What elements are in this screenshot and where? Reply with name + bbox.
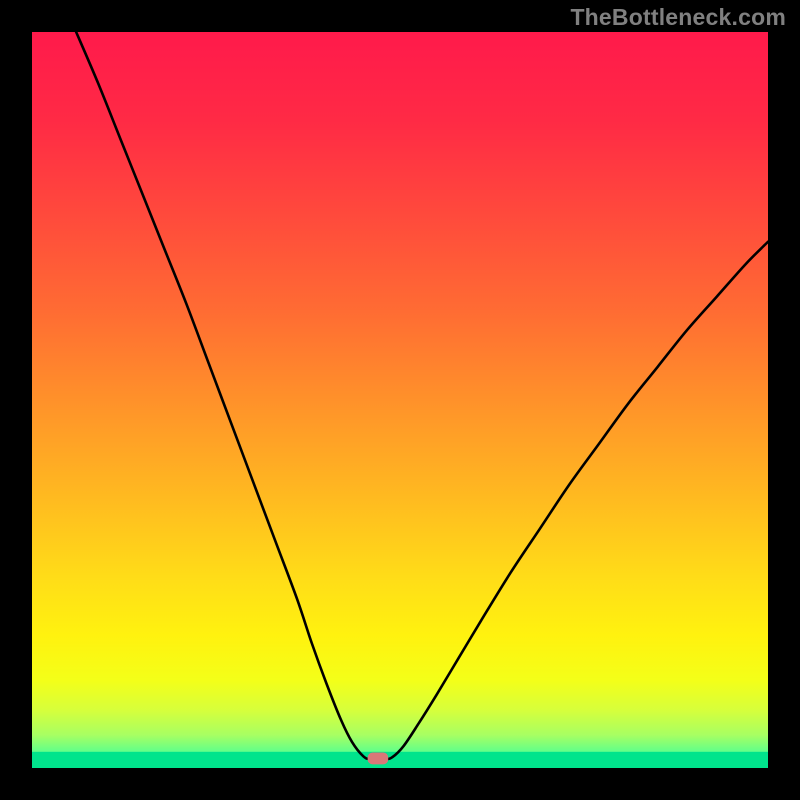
chart-container: TheBottleneck.com bbox=[0, 0, 800, 800]
optimal-point-marker bbox=[368, 753, 389, 765]
plot-background-gradient bbox=[32, 32, 768, 768]
bottleneck-chart bbox=[0, 0, 800, 800]
bottom-green-band bbox=[32, 752, 768, 768]
